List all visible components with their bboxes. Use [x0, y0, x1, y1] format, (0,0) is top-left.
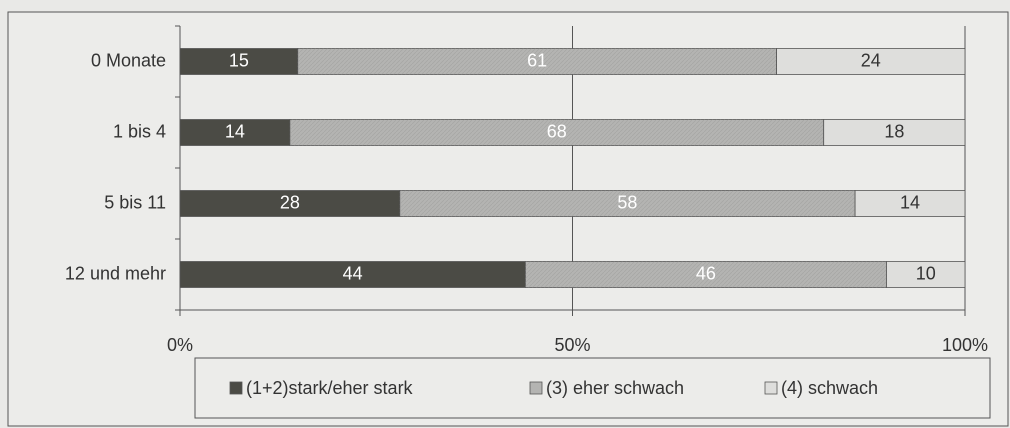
data-label: 28 [280, 192, 300, 212]
x-tick-label: 0% [167, 335, 193, 355]
legend-swatch [529, 381, 543, 395]
bar-hatch [525, 261, 887, 288]
bar-segment [854, 190, 966, 217]
data-label: 68 [547, 121, 567, 141]
bar-hatch [297, 48, 777, 75]
legend-label: (3) eher schwach [546, 378, 684, 398]
data-label: 14 [900, 192, 920, 212]
y-tick-label: 0 Monate [91, 50, 166, 70]
data-label: 24 [861, 50, 881, 70]
y-tick-label: 5 bis 11 [104, 192, 166, 212]
data-label: 58 [617, 192, 637, 212]
legend-box [194, 357, 991, 419]
bar-segment [179, 119, 291, 146]
bar-segment [886, 261, 966, 288]
bar-segment [823, 119, 966, 146]
y-tick-label: 1 bis 4 [113, 121, 166, 141]
legend-label: (1+2)stark/eher stark [246, 378, 414, 398]
x-tick-label: 100% [942, 335, 988, 355]
bar-segment [179, 261, 526, 288]
x-tick-label: 50% [554, 335, 590, 355]
data-label: 46 [696, 263, 716, 283]
bar-segment [179, 48, 299, 75]
bar-hatch [399, 190, 856, 217]
bar-hatch [289, 119, 824, 146]
data-label: 18 [884, 121, 904, 141]
bar-segment [776, 48, 966, 75]
data-label: 44 [343, 263, 363, 283]
frame [7, 11, 1009, 427]
data-label: 10 [916, 263, 936, 283]
legend-swatch [229, 381, 243, 395]
data-label: 14 [225, 121, 245, 141]
legend-label: (4) schwach [781, 378, 878, 398]
legend-swatch [764, 381, 778, 395]
data-label: 61 [527, 50, 547, 70]
y-tick-label: 12 und mehr [65, 263, 166, 283]
data-label: 15 [229, 50, 249, 70]
